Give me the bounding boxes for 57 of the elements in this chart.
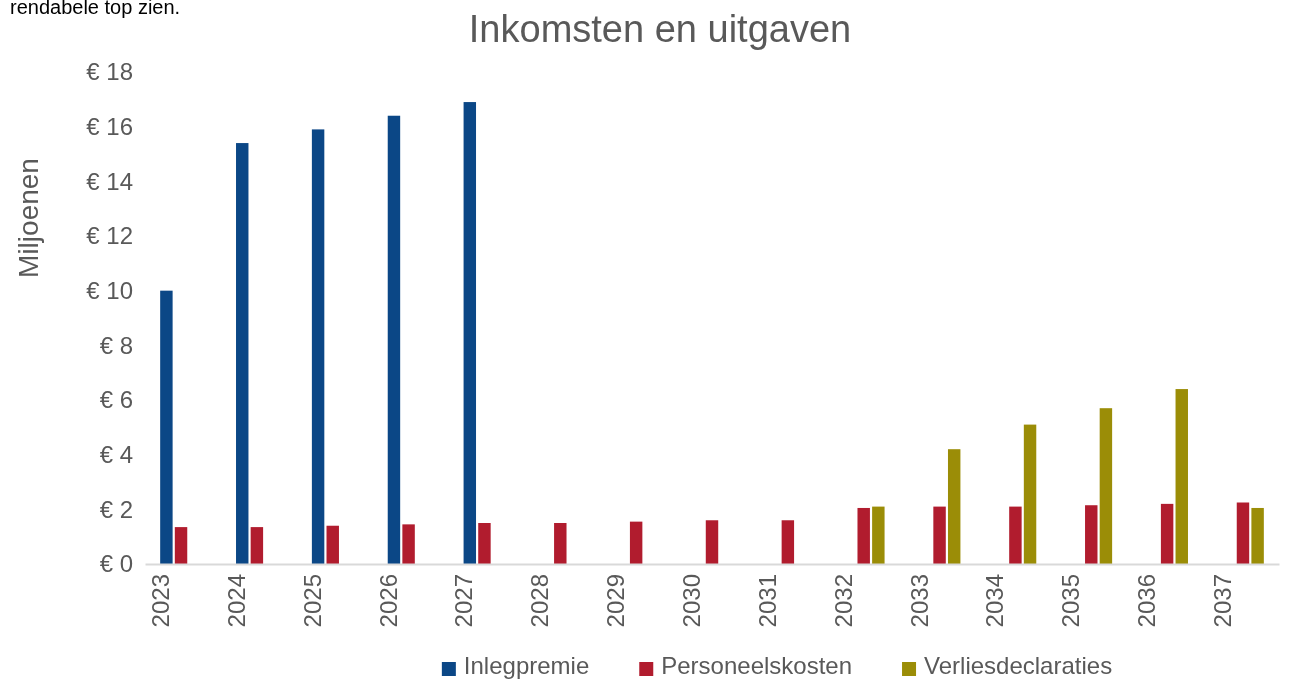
y-axis-title: Miljoenen: [13, 158, 44, 278]
x-tick-label: 2031: [753, 574, 781, 628]
chart-title: Inkomsten en uitgaven: [468, 8, 852, 50]
y-tick-label: € 16: [86, 112, 133, 140]
x-tick-label: 2034: [981, 574, 1009, 628]
bar: [554, 523, 567, 564]
bar: [1160, 503, 1174, 564]
bar: [872, 506, 885, 564]
y-tick-label: € 8: [99, 331, 133, 359]
y-tick-label: € 6: [99, 386, 133, 414]
y-tick-label: € 14: [86, 167, 133, 195]
bar: [857, 507, 870, 564]
bar: [933, 506, 946, 564]
x-tick-label: 2025: [298, 574, 326, 628]
bar: [781, 520, 795, 564]
legend-label: Inlegpremie: [463, 652, 590, 679]
y-tick-label: € 12: [86, 222, 133, 250]
bar: [1175, 389, 1188, 564]
bar: [236, 143, 249, 564]
x-tick-label: 2026: [374, 574, 402, 628]
x-tick-label: 2033: [905, 574, 933, 628]
x-tick-label: 2023: [147, 574, 175, 628]
bar: [1009, 506, 1022, 564]
x-tick-label: 2036: [1133, 574, 1161, 628]
bar: [1099, 408, 1113, 564]
x-tick-label: 2035: [1057, 574, 1085, 628]
bar: [250, 527, 264, 564]
y-tick-label: € 18: [86, 58, 133, 86]
bar: [947, 449, 961, 564]
legend-label: Personeelskosten: [661, 652, 853, 679]
y-tick-label: € 0: [99, 550, 133, 578]
x-tick-label: 2024: [222, 574, 250, 628]
y-tick-label: € 4: [99, 440, 133, 468]
x-tick-label: 2028: [526, 574, 554, 628]
bar: [387, 115, 401, 564]
bar: [478, 523, 491, 564]
bar: [629, 521, 643, 564]
text: rendabele top zien.: [10, 0, 181, 18]
bar: [463, 102, 477, 564]
x-tick-label: 2037: [1208, 574, 1236, 628]
x-tick-label: 2032: [829, 574, 857, 628]
bar: [160, 290, 173, 564]
x-tick-label: 2030: [678, 574, 705, 628]
bar: [311, 129, 325, 564]
bar: [402, 524, 415, 564]
x-tick-label: 2027: [450, 574, 478, 628]
x-tick-label: 2029: [602, 574, 630, 628]
bar: [1251, 507, 1264, 564]
bar: [174, 527, 188, 564]
y-tick-label: € 2: [99, 495, 133, 523]
bar: [1085, 505, 1098, 564]
y-tick-label: € 10: [86, 276, 133, 304]
legend-label: Verliesdeclaraties: [924, 652, 1113, 679]
bar: [705, 520, 719, 564]
bar: [1023, 424, 1037, 564]
bar: [1236, 502, 1250, 564]
bar: [326, 525, 339, 564]
